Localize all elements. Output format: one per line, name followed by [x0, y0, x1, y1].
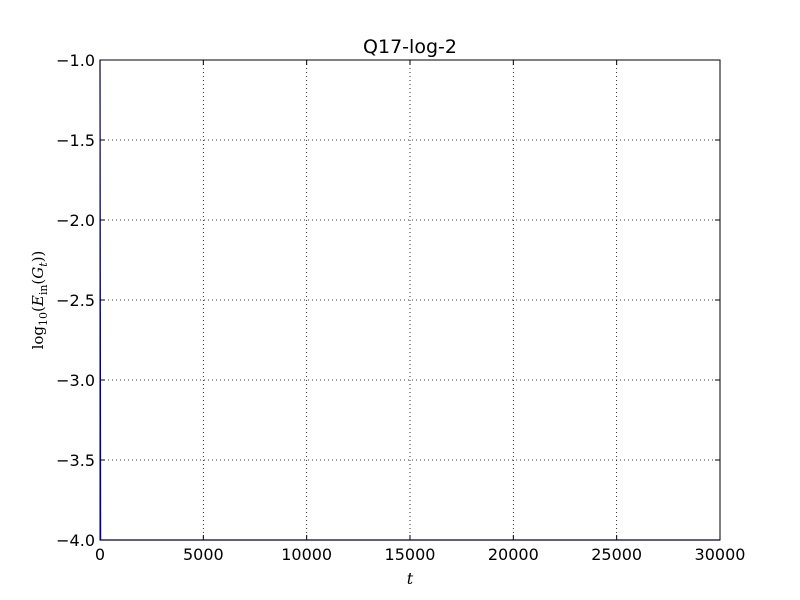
x-tick-label: 10000: [281, 545, 332, 564]
x-tick-label: 5000: [183, 545, 224, 564]
x-tick-label: 30000: [695, 545, 746, 564]
x-axis-title: t: [407, 569, 414, 588]
y-tick-label: −4.0: [56, 531, 95, 550]
grid-lines: [100, 60, 720, 540]
x-tick-label: 25000: [591, 545, 642, 564]
x-tick-label: 15000: [385, 545, 436, 564]
y-tick-label: −2.0: [56, 211, 95, 230]
y-tick-label: −3.0: [56, 371, 95, 390]
y-axis-title: log10(Ein(Gt)): [29, 251, 50, 350]
tick-marks: [99, 59, 721, 541]
y-tick-label: −2.5: [56, 291, 95, 310]
chart-title: Q17-log-2: [363, 36, 457, 58]
x-tick-label: 20000: [488, 545, 539, 564]
x-tick-labels: 0 5000 10000 15000 20000 25000 30000: [95, 545, 746, 564]
y-tick-label: −3.5: [56, 451, 95, 470]
y-axis-title-group: log10(Ein(Gt)): [29, 251, 50, 350]
x-tick-label: 0: [95, 545, 105, 564]
y-tick-labels: −1.0 −1.5 −2.0 −2.5 −3.0 −3.5 −4.0: [56, 51, 95, 550]
y-tick-label: −1.0: [56, 51, 95, 70]
y-tick-label: −1.5: [56, 131, 95, 150]
